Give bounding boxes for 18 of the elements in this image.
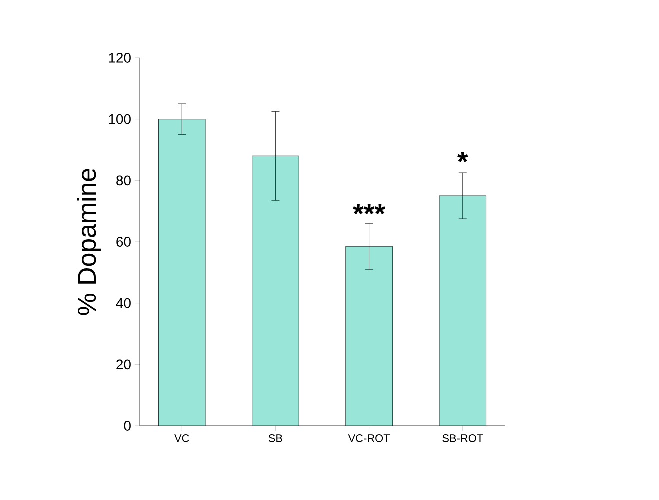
bar <box>252 156 300 426</box>
y-tick-label: 0 <box>124 421 131 431</box>
bar <box>439 196 486 426</box>
x-tick-label: VC-ROT <box>348 434 390 442</box>
y-tick-label: 60 <box>116 237 131 247</box>
x-tick-label: SB-ROT <box>442 434 484 442</box>
y-tick-label: 20 <box>116 360 131 370</box>
y-tick-label: 80 <box>116 176 131 186</box>
annotation: * <box>458 152 468 162</box>
x-tick-label: SB <box>268 434 282 442</box>
bar <box>158 119 206 426</box>
y-tick-label: 100 <box>109 114 131 124</box>
annotation: *** <box>353 204 386 215</box>
bar <box>346 246 393 426</box>
y-axis-title: % Dopamine <box>77 169 102 316</box>
x-tick-label: VC <box>174 434 190 442</box>
y-tick-label: 120 <box>109 53 131 63</box>
y-tick-label: 40 <box>116 298 131 308</box>
